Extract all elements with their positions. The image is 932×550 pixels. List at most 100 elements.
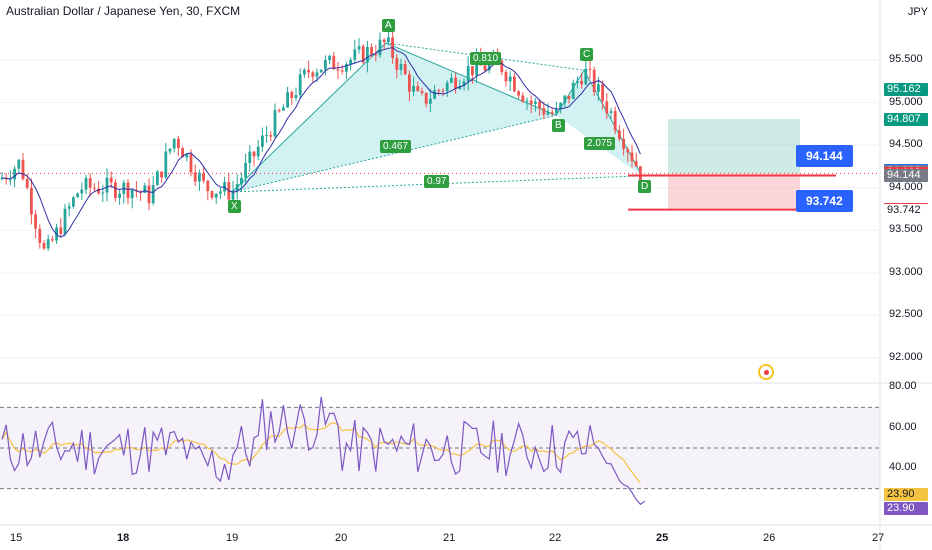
candle-body xyxy=(534,101,537,105)
candle-body xyxy=(626,149,630,153)
candle-body xyxy=(567,95,571,99)
target-price-tag[interactable]: 94.144 xyxy=(796,145,853,168)
candle-body xyxy=(34,214,37,229)
candle-body xyxy=(370,47,373,55)
pattern-label: X xyxy=(228,199,241,213)
candle-body xyxy=(206,180,210,192)
pattern-label: B xyxy=(552,119,565,133)
candle-body xyxy=(445,82,449,91)
candle-body xyxy=(202,173,205,181)
price-axis-tick: 95.000 xyxy=(889,95,923,108)
candle-body xyxy=(294,95,298,98)
candle-body xyxy=(538,101,541,109)
candle-body xyxy=(286,92,289,108)
candle-body xyxy=(9,179,12,181)
candle-body xyxy=(198,173,201,182)
candle-body xyxy=(429,98,432,104)
price-axis-tick: 94.000 xyxy=(889,180,923,193)
candle-body xyxy=(374,54,378,56)
price-axis-tick: 93.500 xyxy=(889,223,923,236)
time-axis-tick: 26 xyxy=(763,532,776,544)
candle-body xyxy=(105,177,109,193)
candle-body xyxy=(101,192,105,194)
candle-body xyxy=(282,107,285,111)
candle-body xyxy=(303,69,306,75)
candle-body xyxy=(51,239,54,241)
position-loss-zone xyxy=(668,173,800,209)
currency-label: JPY xyxy=(907,6,928,18)
candle-body xyxy=(420,90,424,93)
candle-body xyxy=(80,189,84,194)
candle-body xyxy=(219,191,222,194)
candle-body xyxy=(114,182,117,198)
candle-body xyxy=(550,112,554,114)
pattern-label: 0.467 xyxy=(380,140,412,153)
candle-body xyxy=(588,68,592,70)
candle-body xyxy=(487,63,491,71)
candle-body xyxy=(592,69,596,93)
candle-body xyxy=(151,185,155,204)
candle-body xyxy=(273,110,277,137)
candle-body xyxy=(46,239,50,249)
candle-body xyxy=(21,159,25,180)
candle-body xyxy=(261,135,264,147)
candle-body xyxy=(454,77,457,89)
target-price-tag[interactable]: 93.742 xyxy=(796,189,853,212)
candle-body xyxy=(118,193,121,198)
candle-body xyxy=(307,69,310,73)
candle-body xyxy=(462,81,466,87)
candle-body xyxy=(59,227,63,235)
price-axis-tick: 93.000 xyxy=(889,265,923,278)
candle-body xyxy=(366,47,369,63)
candle-body xyxy=(345,64,348,72)
candle-body xyxy=(395,58,399,70)
time-axis-tick: 21 xyxy=(443,532,456,544)
candle-body xyxy=(504,71,508,82)
candle-body xyxy=(277,110,281,112)
candle-body xyxy=(147,185,151,204)
candle-body xyxy=(634,161,638,167)
symbol-title[interactable]: Australian Dollar / Japanese Yen, 30, FX… xyxy=(6,4,241,18)
price-axis-tick: 94.500 xyxy=(889,138,923,151)
pattern-label: D xyxy=(638,179,652,193)
candle-body xyxy=(424,92,428,104)
candle-body xyxy=(353,49,357,60)
time-axis-tick: 18 xyxy=(117,532,130,544)
candle-body xyxy=(231,190,235,200)
rsi-axis-tick: 60.00 xyxy=(889,420,917,433)
candle-body xyxy=(328,55,331,61)
candle-body xyxy=(576,80,579,83)
candle-body xyxy=(529,100,533,105)
price-label: 95.162 xyxy=(884,82,928,96)
candle-body xyxy=(256,146,260,157)
candle-body xyxy=(189,154,193,173)
pattern-bcd xyxy=(556,70,642,176)
candle-body xyxy=(130,189,134,199)
candle-body xyxy=(403,64,407,75)
price-label: 94.144 xyxy=(884,169,928,183)
candle-body xyxy=(290,92,294,98)
alert-icon[interactable] xyxy=(758,364,774,380)
candle-body xyxy=(248,151,252,164)
candle-body xyxy=(387,37,390,43)
candle-body xyxy=(517,91,520,96)
candle-body xyxy=(622,138,625,150)
rsi-axis-tick: 80.00 xyxy=(889,380,917,392)
candle-body xyxy=(319,69,323,73)
candle-body xyxy=(210,191,214,198)
candle-body xyxy=(508,76,512,82)
candle-body xyxy=(618,130,621,139)
time-axis-tick: 25 xyxy=(656,532,669,544)
candle-body xyxy=(38,228,42,243)
candle-body xyxy=(584,68,588,85)
candle-body xyxy=(433,90,436,99)
pattern-label: 0.97 xyxy=(424,175,450,188)
candle-body xyxy=(639,166,642,181)
candle-body xyxy=(546,112,550,115)
candle-body xyxy=(240,177,243,185)
price-axis-tick: 92.000 xyxy=(889,351,923,363)
candle-body xyxy=(214,193,218,198)
candle-body xyxy=(525,100,529,102)
candle-body xyxy=(382,39,386,43)
